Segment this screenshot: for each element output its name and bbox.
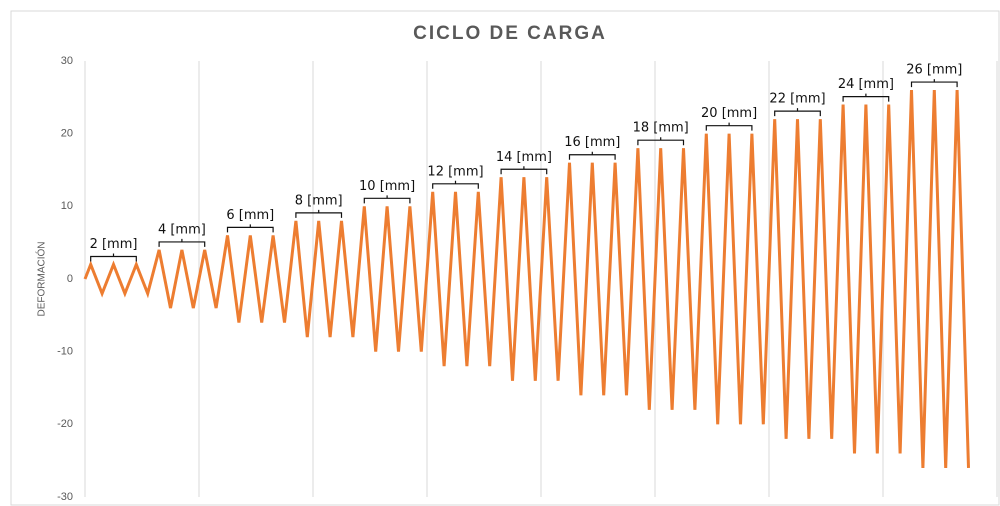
bracket [90, 253, 137, 262]
annotation: 12 [mm] [427, 164, 483, 179]
bracket [158, 238, 206, 247]
annotation: 10 [mm] [359, 179, 415, 194]
y-tick-label: 10 [61, 200, 73, 212]
data-line [83, 90, 970, 468]
annotation: 24 [mm] [838, 77, 894, 92]
bracket [637, 137, 685, 146]
chart-title: CICLO DE CARGA [413, 23, 607, 44]
y-tick-label: -20 [57, 418, 73, 430]
bracket [500, 166, 548, 175]
bracket [705, 122, 753, 131]
annotation: 16 [mm] [564, 135, 620, 150]
y-tick-label: 0 [67, 273, 73, 285]
y-tick-label: -30 [57, 491, 73, 503]
annotation: 14 [mm] [496, 150, 552, 165]
bracket [568, 151, 616, 160]
y-axis-label: DEFORMACIÓN [35, 242, 48, 317]
annotation: 18 [mm] [633, 121, 689, 136]
bracket [842, 93, 890, 102]
annotation: 22 [mm] [769, 92, 825, 107]
annotation: 8 [mm] [295, 193, 343, 208]
y-tick-label: -10 [57, 346, 73, 358]
bracket [774, 108, 821, 117]
bracket [432, 180, 479, 189]
bracket [363, 195, 411, 204]
annotation: 6 [mm] [226, 208, 274, 223]
bracket [295, 209, 343, 218]
annotation: 2 [mm] [90, 237, 138, 252]
annotation: 4 [mm] [158, 222, 206, 237]
y-tick-label: 20 [61, 128, 73, 140]
bracket [226, 224, 274, 233]
annotation: 20 [mm] [701, 106, 757, 121]
annotation: 26 [mm] [906, 63, 962, 78]
bracket [910, 79, 958, 88]
y-tick-label: 30 [61, 55, 73, 67]
